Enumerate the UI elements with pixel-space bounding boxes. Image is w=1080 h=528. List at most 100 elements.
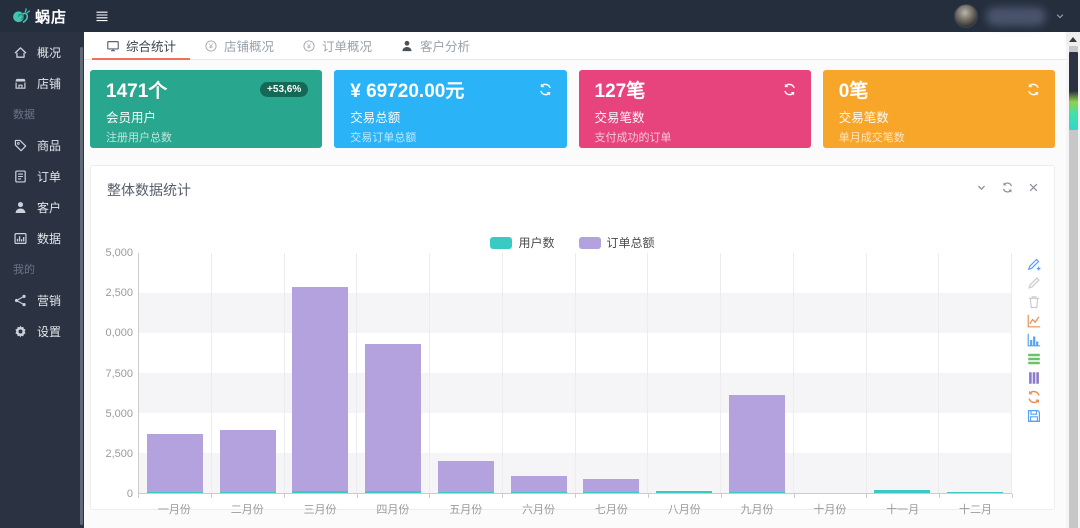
user-count-bar[interactable] bbox=[146, 491, 203, 493]
page-scrollbar[interactable] bbox=[1066, 32, 1080, 528]
scroll-up-arrow-icon[interactable] bbox=[1066, 32, 1080, 46]
svg-text:¥: ¥ bbox=[209, 41, 214, 50]
x-axis-tick bbox=[138, 494, 139, 498]
order-amount-bar[interactable] bbox=[583, 478, 640, 493]
monitor-icon bbox=[106, 39, 120, 53]
user-count-bar[interactable] bbox=[365, 491, 422, 493]
tab-shop-overview[interactable]: ¥ 店铺概况 bbox=[190, 32, 288, 59]
toolbox-tiled-icon[interactable] bbox=[1026, 370, 1042, 386]
sidebar-item-goods[interactable]: 商品 bbox=[0, 130, 84, 161]
sidebar-item-marketing[interactable]: 营销 bbox=[0, 285, 84, 316]
order-amount-bar[interactable] bbox=[292, 287, 349, 493]
x-axis-tick-label: 七月份 bbox=[594, 504, 628, 516]
avatar[interactable] bbox=[954, 4, 978, 28]
sidebar-item-label: 商品 bbox=[37, 139, 62, 153]
tab-summary-stats[interactable]: 综合统计 bbox=[92, 32, 191, 60]
sidebar-item-label: 概况 bbox=[37, 46, 62, 60]
toolbox-save-image-icon[interactable] bbox=[1026, 408, 1042, 424]
user-count-bar[interactable] bbox=[292, 490, 349, 493]
refresh-icon[interactable] bbox=[1026, 82, 1041, 97]
user-count-bar[interactable] bbox=[728, 491, 785, 493]
order-amount-bar[interactable] bbox=[510, 476, 567, 493]
legend-label: 用户数 bbox=[518, 236, 555, 250]
x-axis-tick-label: 一月份 bbox=[157, 504, 191, 516]
order-amount-bar[interactable] bbox=[728, 395, 785, 493]
sidebar-item-customers[interactable]: 客户 bbox=[0, 192, 84, 223]
y-axis-tick-label: 5,000 bbox=[105, 407, 133, 420]
tab-label: 客户分析 bbox=[420, 40, 471, 54]
legend-item[interactable]: 订单总额 bbox=[578, 234, 655, 251]
chevron-down-icon[interactable] bbox=[1054, 10, 1066, 22]
chart-column-7 bbox=[576, 253, 649, 493]
chart-column-11 bbox=[867, 253, 940, 493]
panel-refresh-icon[interactable] bbox=[1001, 181, 1014, 194]
stat-card-monthly-trade-count: 0笔 交易笔数 单月成交笔数 bbox=[822, 70, 1055, 148]
chart-column-3 bbox=[285, 253, 358, 493]
sidebar: 概况 店铺 数据 商品 订单 客户 数据 我的 营销 设置 bbox=[0, 32, 84, 528]
user-count-bar[interactable] bbox=[947, 491, 1004, 493]
user-count-bar[interactable] bbox=[656, 490, 713, 493]
y-axis-tick-label: 5,000 bbox=[105, 247, 133, 259]
store-icon bbox=[13, 76, 28, 91]
toolbox-switch-bar-icon[interactable] bbox=[1026, 332, 1042, 348]
order-amount-bar[interactable] bbox=[437, 460, 494, 493]
order-amount-bar[interactable] bbox=[146, 433, 203, 493]
chart-legend: 用户数 订单总额 bbox=[91, 234, 1054, 251]
stat-value: ¥ 69720.00元 bbox=[350, 81, 465, 102]
scrollbar-track[interactable] bbox=[1069, 46, 1078, 528]
chart-column-12 bbox=[939, 253, 1012, 493]
sidebar-item-label: 客户 bbox=[37, 201, 62, 215]
user-count-bar[interactable] bbox=[583, 491, 640, 493]
sidebar-item-shop[interactable]: 店铺 bbox=[0, 68, 84, 99]
user-menu[interactable] bbox=[954, 4, 1080, 28]
scrollbar-thumb[interactable] bbox=[1069, 52, 1078, 130]
user-count-bar[interactable] bbox=[510, 491, 567, 493]
sidebar-item-overview[interactable]: 概况 bbox=[0, 37, 84, 68]
toolbox-restore-icon[interactable] bbox=[1026, 389, 1042, 405]
toolbox-annotate-add-icon[interactable] bbox=[1026, 256, 1042, 272]
toolbox-annotate-delete-icon[interactable] bbox=[1026, 294, 1042, 310]
order-amount-bar[interactable] bbox=[365, 343, 422, 493]
panel-close-icon[interactable] bbox=[1027, 181, 1040, 194]
sidebar-item-orders[interactable]: 订单 bbox=[0, 161, 84, 192]
panel-collapse-icon[interactable] bbox=[975, 181, 988, 194]
refresh-icon[interactable] bbox=[538, 82, 553, 97]
refresh-icon[interactable] bbox=[782, 82, 797, 97]
tab-order-overview[interactable]: ¥ 订单概况 bbox=[288, 32, 386, 59]
marketing-icon bbox=[13, 293, 28, 308]
person-icon bbox=[13, 200, 28, 215]
order-amount-bar[interactable] bbox=[219, 430, 276, 493]
y-axis-tick-label: 2,500 bbox=[105, 287, 133, 300]
x-axis-labels: 一月份 二月份 三月份 四月份 五月份 六月份 七月份 八月份 九月份 十月份 十一月 十二月 bbox=[138, 501, 1012, 517]
legend-item[interactable]: 用户数 bbox=[490, 234, 555, 251]
user-name-redacted bbox=[986, 6, 1046, 26]
stat-subtitle: 注册用户总数 bbox=[106, 132, 172, 144]
x-axis-tick bbox=[210, 494, 212, 498]
user-count-bar[interactable] bbox=[437, 491, 494, 493]
toolbox-stack-icon[interactable] bbox=[1026, 351, 1042, 367]
y-axis-tick-label: 7,500 bbox=[105, 367, 133, 380]
sidebar-item-settings[interactable]: 设置 bbox=[0, 316, 84, 347]
toolbox-annotate-edit-icon[interactable] bbox=[1026, 275, 1042, 291]
sidebar-item-label: 店铺 bbox=[37, 77, 62, 91]
toolbox-switch-line-icon[interactable] bbox=[1026, 313, 1042, 329]
x-axis-tick bbox=[575, 494, 576, 498]
hamburger-menu-icon[interactable] bbox=[94, 8, 110, 24]
chart-column-10 bbox=[794, 253, 867, 493]
stat-subtitle: 支付成功的订单 bbox=[594, 132, 672, 144]
sidebar-scrollbar[interactable] bbox=[80, 47, 83, 525]
user-count-bar[interactable] bbox=[219, 491, 276, 493]
tab-label: 订单概况 bbox=[322, 40, 373, 54]
logo-text: 蜗店 bbox=[35, 8, 68, 26]
sidebar-item-label: 营销 bbox=[37, 294, 62, 308]
x-axis-tick bbox=[793, 494, 795, 498]
tab-customer-analysis[interactable]: 客户分析 bbox=[386, 32, 484, 59]
svg-text:¥: ¥ bbox=[307, 41, 312, 50]
user-count-bar[interactable] bbox=[874, 489, 931, 493]
settings-icon bbox=[13, 324, 28, 339]
x-axis-tick-label: 四月份 bbox=[376, 504, 410, 516]
x-axis-tick bbox=[866, 494, 868, 498]
x-axis-tick-label: 十二月 bbox=[959, 504, 993, 516]
sidebar-item-data[interactable]: 数据 bbox=[0, 223, 84, 254]
app-logo[interactable]: 蜗店 bbox=[0, 6, 78, 27]
